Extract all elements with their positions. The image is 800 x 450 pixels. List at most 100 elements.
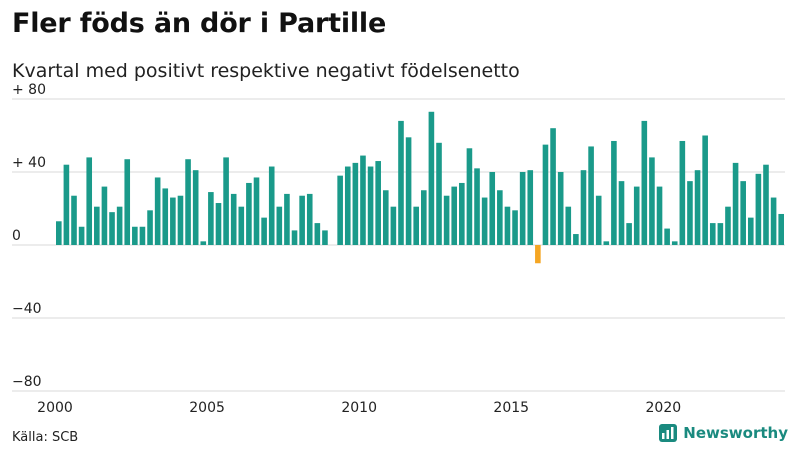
bar-positive [139,226,146,245]
bar-positive [170,197,176,245]
y-tick-label: −80 [12,374,42,390]
bar-positive [405,137,412,245]
y-axis-ticks: + 80 + 40 0 −40 −80 [12,82,46,390]
x-tick-label: 2000 [37,400,73,416]
bar-positive [603,241,610,245]
bar-positive [200,241,207,245]
bar-positive [717,223,724,245]
bar-positive [344,166,351,245]
bar-positive [580,170,587,245]
bar-positive [474,168,480,245]
bar-positive [504,206,511,245]
bar-positive [192,170,199,245]
bar-positive [109,212,115,245]
bar-positive [497,190,503,245]
bar-positive [443,195,450,245]
bar-positive [763,164,769,245]
bar-positive [649,157,655,245]
bar-positive [588,146,594,245]
bar-positive [519,172,526,245]
bar-positive [671,241,678,245]
bar-positive [633,186,640,245]
bar-positive [626,223,632,245]
bar-positive [595,195,602,245]
bar-positive [147,210,153,245]
bar-positive [116,206,123,245]
newsworthy-icon [659,424,678,442]
bar-positive [755,173,762,245]
y-tick-label: + 40 [12,155,46,171]
bar-positive [778,213,784,245]
bar-positive [322,230,328,245]
bar-positive [679,140,686,245]
bar-positive [223,157,229,245]
bar-positive [306,193,313,245]
bar-positive [436,142,442,245]
bar-positive [611,140,617,245]
bar-positive [740,181,746,246]
bar-positive [261,217,267,246]
bar-positive [71,195,77,245]
bar-positive [747,217,754,246]
bar-positive [246,182,252,245]
bar-positive [276,206,283,245]
bar-positive [375,161,381,245]
bar-positive [367,166,374,245]
bar-positive [314,223,321,245]
bar-positive [154,177,161,245]
bar-positive [390,206,397,245]
bar-positive [185,159,191,245]
bars [56,111,784,264]
bar-positive [268,166,275,245]
bar-positive [702,135,708,245]
bar-positive [299,195,305,245]
bar-positive [56,221,62,245]
bar-positive [656,186,663,245]
bar-positive [527,170,534,245]
bar-positive [398,120,404,245]
bar-positive [382,190,389,245]
bar-positive [466,148,473,245]
bar-positive [459,182,465,245]
brand-name: Newsworthy [683,424,788,442]
y-tick-label: 0 [12,228,21,244]
bar-positive [238,206,245,245]
bar-positive [215,203,222,245]
bar-positive [86,157,93,245]
bar-positive [291,230,298,245]
x-tick-label: 2020 [646,400,682,416]
y-tick-label: + 80 [12,82,46,98]
bar-positive [557,172,564,245]
bar-positive [709,223,716,245]
bar-positive [687,181,693,246]
bar-positive [101,186,108,245]
bar-positive [78,226,85,245]
chart-title: Fler föds än dör i Partille [12,8,387,39]
y-tick-label: −40 [12,301,42,317]
bar-positive [177,195,184,245]
bar-positive [284,193,290,245]
bar-positive [162,188,169,245]
bar-positive [641,120,648,245]
newsworthy-logo[interactable]: Newsworthy [659,424,788,442]
x-tick-label: 2015 [493,400,529,416]
x-tick-label: 2005 [189,400,225,416]
bar-positive [725,206,731,245]
bar-positive [732,162,739,246]
bar-positive [573,234,579,245]
bar-positive [565,206,572,245]
x-axis-ticks: 2000 2005 2010 2015 2020 [37,400,681,416]
bar-positive [124,159,131,245]
bar-positive [352,162,359,246]
bar-positive [208,192,214,245]
bar-positive [512,210,518,245]
bar-positive [550,128,556,245]
bar-negative [535,245,541,264]
bar-positive [413,206,419,245]
bar-positive [63,164,70,245]
bar-positive [542,144,549,246]
chart-subtitle: Kvartal med positivt respektive negativt… [12,60,520,82]
bar-positive [451,186,458,245]
x-tick-label: 2010 [341,400,377,416]
